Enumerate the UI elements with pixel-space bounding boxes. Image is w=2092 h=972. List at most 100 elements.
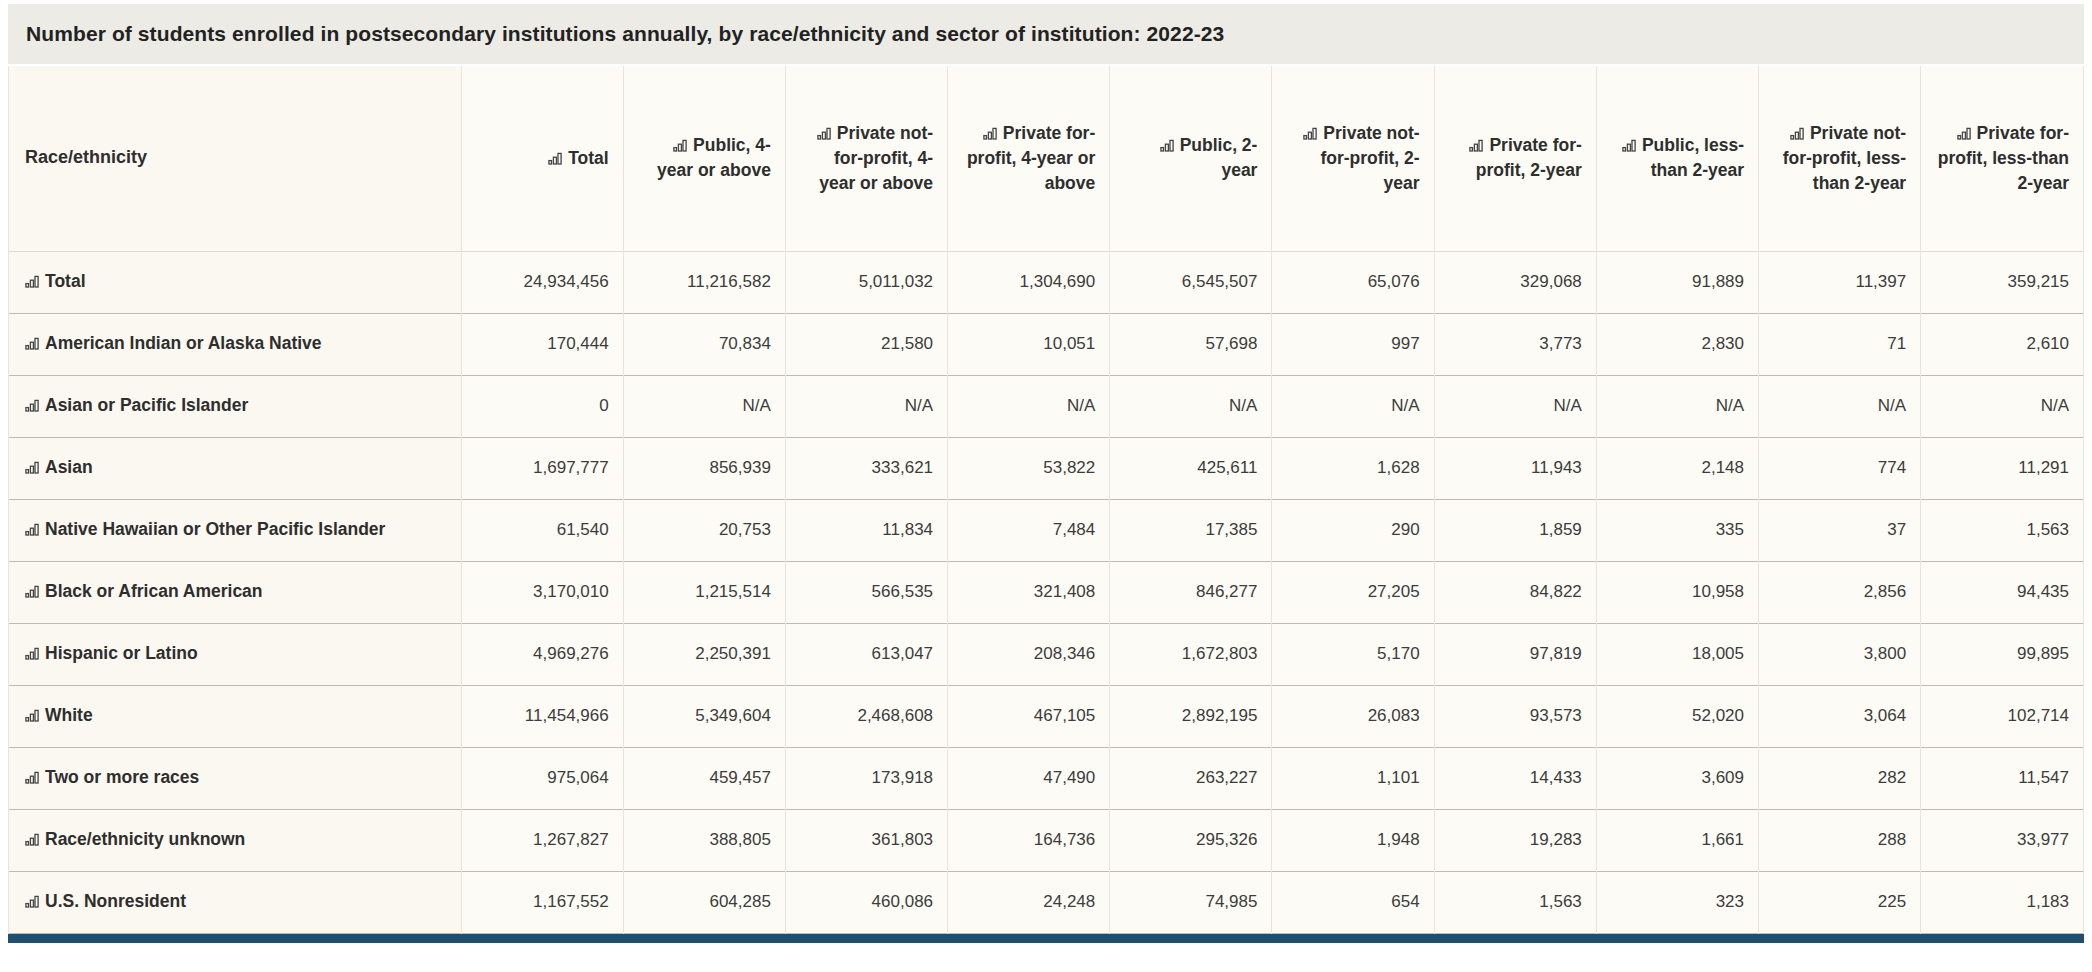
table-cell: 65,076	[1272, 251, 1434, 313]
table-cell: 5,349,604	[623, 685, 785, 747]
row-label-text: Black or African American	[45, 581, 263, 601]
table-cell: N/A	[1434, 375, 1596, 437]
bar-chart-icon[interactable]	[1622, 134, 1636, 159]
table-cell: 613,047	[785, 623, 947, 685]
bar-chart-icon[interactable]	[25, 394, 39, 419]
table-cell: 1,215,514	[623, 561, 785, 623]
table-cell: 5,011,032	[785, 251, 947, 313]
table-cell: 102,714	[1921, 685, 2083, 747]
bar-chart-icon[interactable]	[673, 134, 687, 159]
bar-chart-icon[interactable]	[983, 122, 997, 147]
table-cell: 335	[1596, 499, 1758, 561]
table-cell: 1,661	[1596, 809, 1758, 871]
bar-chart-icon[interactable]	[25, 890, 39, 915]
bar-chart-icon[interactable]	[817, 122, 831, 147]
table-cell: 3,609	[1596, 747, 1758, 809]
bar-chart-icon[interactable]	[25, 704, 39, 729]
table-cell: 846,277	[1110, 561, 1272, 623]
table-cell: 288	[1759, 809, 1921, 871]
table-cell: 11,834	[785, 499, 947, 561]
table-row: Black or African American 3,170,0101,215,…	[9, 561, 2083, 623]
table-cell: 47,490	[948, 747, 1110, 809]
table-cell: 3,170,010	[461, 561, 623, 623]
table-cell: 24,248	[948, 871, 1110, 933]
bar-chart-icon[interactable]	[1160, 134, 1174, 159]
table-cell: N/A	[623, 375, 785, 437]
table-cell: 14,433	[1434, 747, 1596, 809]
row-label: U.S. Nonresident	[9, 871, 461, 933]
table-cell: 1,267,827	[461, 809, 623, 871]
table-cell: 17,385	[1110, 499, 1272, 561]
row-label-text: Hispanic or Latino	[45, 643, 198, 663]
column-header: Private not-for-profit, 4-year or above	[785, 66, 947, 251]
table-cell: 11,216,582	[623, 251, 785, 313]
table-cell: 164,736	[948, 809, 1110, 871]
bar-chart-icon[interactable]	[25, 580, 39, 605]
table-cell: 290	[1272, 499, 1434, 561]
bar-chart-icon[interactable]	[25, 642, 39, 667]
table-cell: 282	[1759, 747, 1921, 809]
table-cell: N/A	[1921, 375, 2083, 437]
table-cell: 1,948	[1272, 809, 1434, 871]
table-cell: 1,697,777	[461, 437, 623, 499]
table-row: Asian1,697,777856,939333,62153,822425,61…	[9, 437, 2083, 499]
bar-chart-icon[interactable]	[25, 456, 39, 481]
table-cell: 295,326	[1110, 809, 1272, 871]
table-cell: 33,977	[1921, 809, 2083, 871]
table-cell: 70,834	[623, 313, 785, 375]
bar-chart-icon[interactable]	[25, 332, 39, 357]
bar-chart-icon[interactable]	[25, 828, 39, 853]
table-cell: 1,628	[1272, 437, 1434, 499]
bar-chart-icon[interactable]	[1469, 134, 1483, 159]
table-cell: N/A	[1272, 375, 1434, 437]
table-row: American Indian or Alaska Native170,4447…	[9, 313, 2083, 375]
table-cell: 24,934,456	[461, 251, 623, 313]
row-label: Asian or Pacific Islander	[9, 375, 461, 437]
table-cell: N/A	[1759, 375, 1921, 437]
column-header-label: Private for-profit, 2-year	[1476, 135, 1582, 180]
table-cell: 467,105	[948, 685, 1110, 747]
table-cell: 10,958	[1596, 561, 1758, 623]
column-header-label: Total	[568, 148, 609, 168]
column-header: Public, 2-year	[1110, 66, 1272, 251]
bar-chart-icon[interactable]	[25, 766, 39, 791]
table-cell: 2,250,391	[623, 623, 785, 685]
table-cell: N/A	[785, 375, 947, 437]
column-header: Private for-profit, less-than 2-year	[1921, 66, 2083, 251]
table-cell: 11,291	[1921, 437, 2083, 499]
table-cell: 774	[1759, 437, 1921, 499]
table-row: Two or more races975,064459,457173,91847…	[9, 747, 2083, 809]
table-cell: 459,457	[623, 747, 785, 809]
table-cell: 856,939	[623, 437, 785, 499]
table-cell: 975,064	[461, 747, 623, 809]
table-cell: 18,005	[1596, 623, 1758, 685]
bar-chart-icon[interactable]	[25, 518, 39, 543]
table-cell: 333,621	[785, 437, 947, 499]
enrollment-table: Race/ethnicityTotalPublic, 4-year or abo…	[9, 66, 2083, 934]
table-cell: 27,205	[1272, 561, 1434, 623]
table-cell: 84,822	[1434, 561, 1596, 623]
table-cell: 2,856	[1759, 561, 1921, 623]
table-cell: 3,064	[1759, 685, 1921, 747]
bar-chart-icon[interactable]	[1303, 122, 1317, 147]
row-label-text: U.S. Nonresident	[45, 891, 186, 911]
table-row: White11,454,9665,349,6042,468,608467,105…	[9, 685, 2083, 747]
bar-chart-icon[interactable]	[1790, 122, 1804, 147]
table-cell: 26,083	[1272, 685, 1434, 747]
bar-chart-icon[interactable]	[25, 270, 39, 295]
table-cell: 37	[1759, 499, 1921, 561]
table-row: U.S. Nonresident1,167,552604,285460,0862…	[9, 871, 2083, 933]
table-cell: 2,892,195	[1110, 685, 1272, 747]
table-cell: 11,943	[1434, 437, 1596, 499]
table-cell: 2,468,608	[785, 685, 947, 747]
table-cell: 3,800	[1759, 623, 1921, 685]
row-label-text: White	[45, 705, 93, 725]
bar-chart-icon[interactable]	[548, 147, 562, 172]
table-cell: 425,611	[1110, 437, 1272, 499]
row-label-text: Native Hawaiian or Other Pacific Islande…	[45, 519, 385, 539]
table-cell: 11,547	[1921, 747, 2083, 809]
row-label: Total	[9, 251, 461, 313]
column-header: Private not-for-profit, 2-year	[1272, 66, 1434, 251]
bar-chart-icon[interactable]	[1957, 122, 1971, 147]
table-cell: 1,101	[1272, 747, 1434, 809]
